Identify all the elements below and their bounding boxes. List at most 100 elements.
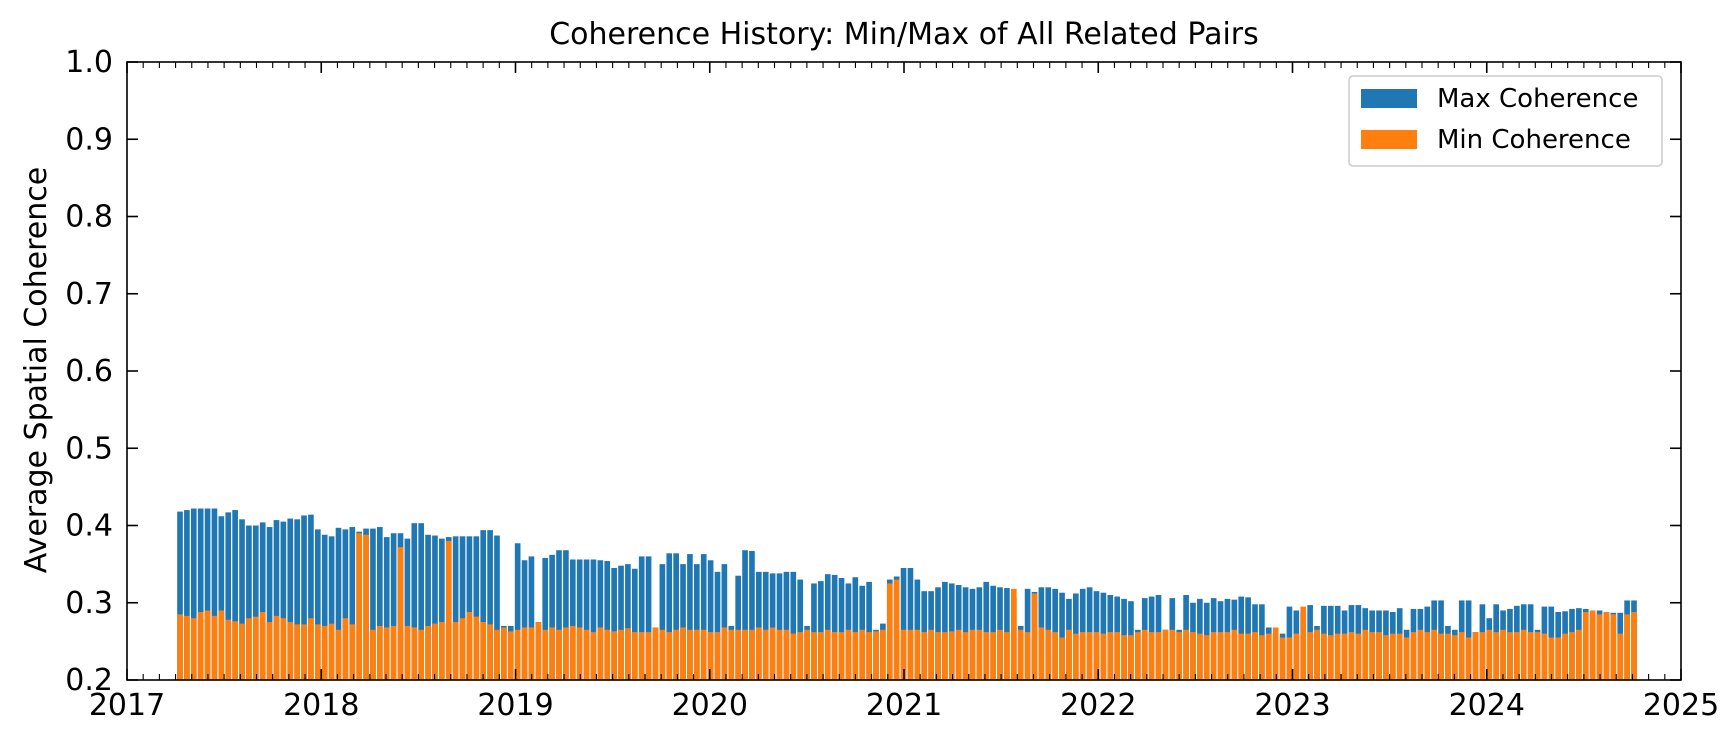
min-bar <box>1314 629 1320 680</box>
min-bar <box>1217 632 1224 680</box>
min-bar <box>700 629 707 680</box>
min-bar <box>997 629 1003 680</box>
min-bar <box>1203 635 1210 680</box>
min-bar <box>425 625 431 680</box>
min-bar <box>177 614 183 680</box>
min-bar <box>1520 629 1527 680</box>
min-bar <box>569 625 576 680</box>
min-bar <box>762 629 769 680</box>
max-bar <box>487 530 493 680</box>
max-bar <box>680 564 686 680</box>
min-bar <box>907 629 914 680</box>
max-bar <box>259 522 266 680</box>
min-bar <box>1617 633 1624 680</box>
min-bar <box>328 623 335 680</box>
min-bar <box>1445 633 1451 680</box>
max-bar <box>280 521 287 680</box>
min-bar <box>659 629 666 680</box>
max-bar <box>411 523 418 680</box>
min-bar <box>1534 632 1541 680</box>
max-bar <box>659 564 666 680</box>
min-bar <box>314 624 321 680</box>
x-tick-label: 2024 <box>1449 688 1525 723</box>
min-bar <box>301 624 307 680</box>
min-bar <box>914 629 921 680</box>
x-tick-label: 2018 <box>283 688 359 723</box>
min-bar <box>432 623 438 680</box>
min-bar <box>1279 637 1286 680</box>
min-bar <box>1231 629 1238 680</box>
min-bar <box>852 632 859 680</box>
min-bar <box>1341 633 1348 680</box>
min-bar <box>473 616 480 680</box>
min-bar <box>728 629 735 680</box>
min-bar <box>611 631 617 680</box>
max-bar <box>314 529 321 680</box>
min-bar <box>866 632 872 680</box>
min-bar <box>645 632 652 680</box>
min-bar <box>549 627 555 680</box>
min-bar <box>928 629 934 680</box>
max-bar <box>377 527 383 680</box>
min-bar <box>742 629 748 680</box>
min-bar <box>1431 629 1437 680</box>
max-bar <box>811 583 817 680</box>
max-bar <box>494 535 500 680</box>
min-bar <box>1527 632 1534 680</box>
min-bar <box>418 629 425 680</box>
x-tick-label: 2019 <box>477 688 553 723</box>
max-bar <box>328 536 335 680</box>
min-bar <box>556 629 562 680</box>
min-bar <box>225 619 232 680</box>
min-bar <box>1389 633 1396 680</box>
min-bar <box>1348 632 1355 680</box>
min-bar <box>666 632 673 680</box>
min-bar <box>1396 633 1403 680</box>
min-bar <box>335 629 342 680</box>
y-tick-label: 0.5 <box>65 431 113 466</box>
min-bar <box>625 628 631 680</box>
min-bar <box>948 631 955 680</box>
min-bar <box>1300 606 1307 680</box>
min-bar <box>452 622 459 680</box>
min-bar <box>1582 612 1589 680</box>
min-bar <box>259 612 266 680</box>
min-bar <box>942 632 948 680</box>
min-bar <box>1169 629 1176 680</box>
max-bar <box>569 559 576 680</box>
max-bar <box>432 535 438 680</box>
max-bar <box>604 561 611 680</box>
max-bar <box>783 571 790 680</box>
min-bar <box>1135 632 1141 680</box>
y-tick-label: 1.0 <box>65 45 113 80</box>
min-bar <box>342 618 349 680</box>
legend-label-max: Max Coherence <box>1437 84 1638 114</box>
min-bar <box>1107 632 1114 680</box>
max-bar <box>418 523 425 680</box>
min-bar <box>1486 629 1493 680</box>
min-bar <box>528 627 535 680</box>
max-bar <box>335 527 342 680</box>
min-bar <box>1631 612 1637 680</box>
min-bar <box>631 632 638 680</box>
min-bar <box>1472 632 1479 680</box>
max-bar <box>273 520 280 680</box>
max-bar <box>576 559 583 680</box>
min-bar <box>287 622 294 680</box>
min-bar <box>790 633 797 680</box>
min-bar <box>756 627 762 680</box>
min-bar <box>583 629 590 680</box>
max-bar <box>597 560 604 680</box>
legend-swatch-min <box>1361 130 1417 149</box>
min-bar <box>576 627 583 680</box>
y-axis-label: Average Spatial Coherence <box>19 167 54 573</box>
max-bar <box>866 581 872 680</box>
min-bar <box>1272 627 1279 680</box>
min-bar <box>204 610 211 680</box>
max-bar <box>907 567 914 680</box>
min-bar <box>356 533 362 680</box>
min-bar <box>673 629 679 680</box>
min-bar <box>439 622 445 680</box>
min-bar <box>1479 632 1486 680</box>
max-bar <box>742 550 748 680</box>
